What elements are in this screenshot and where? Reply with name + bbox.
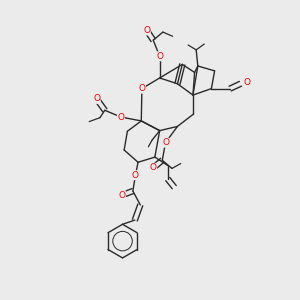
Text: O: O [156, 52, 163, 61]
Text: O: O [162, 138, 169, 147]
Text: O: O [132, 171, 139, 180]
Text: O: O [117, 112, 124, 122]
Text: O: O [138, 84, 146, 93]
Text: O: O [93, 94, 100, 103]
Text: O: O [150, 163, 157, 172]
Text: O: O [118, 191, 125, 200]
Text: O: O [243, 78, 250, 87]
Text: O: O [143, 26, 150, 35]
